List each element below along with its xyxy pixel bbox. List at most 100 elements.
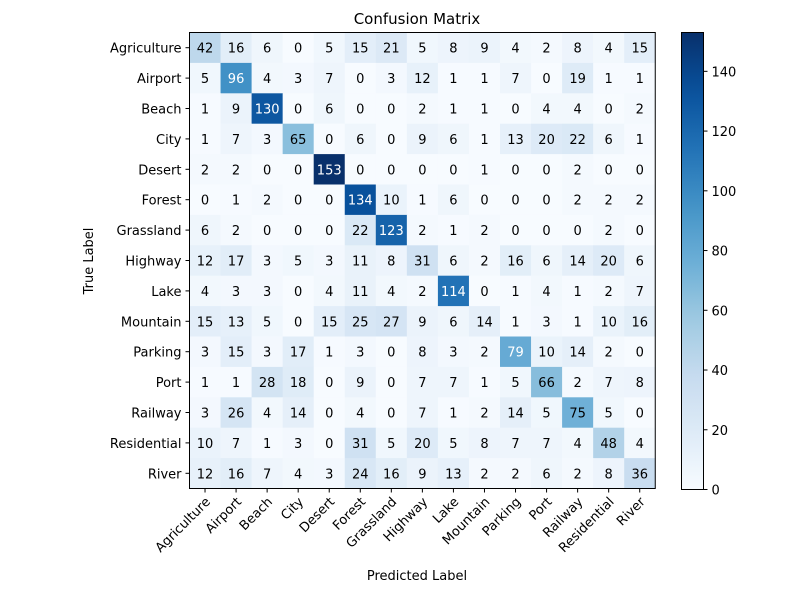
heatmap-cell xyxy=(282,306,315,337)
heatmap-cell xyxy=(437,245,470,277)
cell-value-label: 0 xyxy=(294,42,302,57)
heatmap-cell xyxy=(220,123,252,155)
heatmap-cell xyxy=(468,366,501,398)
colorbar-ticks: 0 20 40 60 80 100 120 140 xyxy=(703,65,737,499)
heatmap-cell xyxy=(437,154,470,185)
heatmap-cell xyxy=(313,458,346,489)
heatmap-cell xyxy=(593,366,625,398)
heatmap-cell xyxy=(313,397,346,429)
heatmap-cell xyxy=(344,93,377,125)
heatmap-cell xyxy=(406,154,439,185)
heatmap-cell xyxy=(220,154,252,185)
cell-value-label: 1 xyxy=(449,224,457,239)
cell-value-label: 15 xyxy=(352,42,369,57)
y-tick-label: Lake xyxy=(151,285,181,300)
cell-value-label: 1 xyxy=(573,315,581,330)
heatmap-cell xyxy=(220,275,252,307)
heatmap-cell xyxy=(406,397,439,429)
cell-value-label: 5 xyxy=(387,437,395,452)
cell-value-label: 1 xyxy=(449,103,457,118)
heatmap-cell xyxy=(468,458,501,489)
cell-value-label: 2 xyxy=(573,467,581,482)
cell-value-label: 0 xyxy=(356,163,364,178)
heatmap-cell xyxy=(189,93,221,125)
cell-value-label: 14 xyxy=(476,315,493,330)
cell-value-label: 10 xyxy=(197,437,214,452)
colorbar-tick-label: 60 xyxy=(712,304,729,319)
cell-value-label: 6 xyxy=(449,194,457,209)
cell-value-label: 0 xyxy=(325,437,333,452)
cell-value-label: 10 xyxy=(538,346,555,361)
heatmap-cell xyxy=(624,93,656,125)
heatmap-cell xyxy=(531,366,563,398)
cell-value-label: 7 xyxy=(605,376,613,391)
heatmap-cell-labels: 42 16 6 0 5 15 21 5 8 9 4 2 8 4 155 96 4 3 7 0 3 12 1 1 7 0 19 1 11 9… xyxy=(197,42,648,483)
colorbar-tick-label: 100 xyxy=(712,185,737,200)
y-tick-label: Railway xyxy=(131,407,182,422)
heatmap-cell xyxy=(593,154,625,185)
heatmap-cell xyxy=(344,214,377,246)
heatmap-cell xyxy=(437,32,470,64)
heatmap-cell xyxy=(437,397,470,429)
heatmap-cell xyxy=(531,32,563,64)
cell-value-label: 7 xyxy=(263,467,271,482)
cell-value-label: 4 xyxy=(573,437,581,452)
cell-value-label: 3 xyxy=(232,285,240,300)
heatmap-cell xyxy=(593,397,625,429)
cell-value-label: 0 xyxy=(325,194,333,209)
heatmap-cell xyxy=(282,32,315,64)
heatmap-cell xyxy=(406,336,439,368)
heatmap-cell xyxy=(189,123,221,155)
heatmap-cell xyxy=(220,214,252,246)
heatmap-cell xyxy=(624,184,656,216)
cell-value-label: 0 xyxy=(542,163,550,178)
cell-value-label: 0 xyxy=(542,72,550,87)
cell-value-label: 31 xyxy=(352,437,369,452)
cell-value-label: 66 xyxy=(538,376,555,391)
cell-value-label: 0 xyxy=(201,194,209,209)
cell-value-label: 22 xyxy=(569,133,586,148)
cell-value-label: 0 xyxy=(294,103,302,118)
heatmap-cell xyxy=(562,123,594,155)
cell-value-label: 2 xyxy=(232,224,240,239)
heatmap-cell xyxy=(406,184,439,216)
heatmap-cell xyxy=(531,62,563,94)
heatmap-cell xyxy=(406,458,439,489)
cell-value-label: 1 xyxy=(449,72,457,87)
heatmap-cell xyxy=(220,93,252,125)
heatmap-cell xyxy=(624,275,656,307)
cell-value-label: 0 xyxy=(356,103,364,118)
cell-value-label: 4 xyxy=(511,42,519,57)
cell-value-label: 1 xyxy=(201,103,209,118)
heatmap-cell xyxy=(189,154,221,185)
heatmap-cell xyxy=(344,32,377,64)
heatmap-cell xyxy=(189,306,221,337)
heatmap-cell xyxy=(531,336,563,368)
cell-value-label: 5 xyxy=(263,315,271,330)
cell-value-label: 21 xyxy=(383,42,400,57)
cell-value-label: 7 xyxy=(418,407,426,422)
cell-value-label: 7 xyxy=(636,285,644,300)
heatmap-cell xyxy=(375,245,408,277)
heatmap-cell xyxy=(189,214,221,246)
heatmap-cell xyxy=(500,336,532,368)
cell-value-label: 6 xyxy=(636,255,644,270)
heatmap-cell xyxy=(562,397,594,429)
cell-value-label: 16 xyxy=(631,315,648,330)
heatmap-cell xyxy=(251,458,284,489)
cell-value-label: 7 xyxy=(325,72,333,87)
cell-value-label: 6 xyxy=(605,133,613,148)
heatmap-cell xyxy=(531,458,563,489)
cell-value-label: 4 xyxy=(263,407,271,422)
heatmap-cell xyxy=(500,366,532,398)
y-tick-label: River xyxy=(148,467,182,482)
cell-value-label: 1 xyxy=(511,285,519,300)
heatmap-cell xyxy=(406,93,439,125)
heatmap-cell xyxy=(437,275,470,307)
cell-value-label: 75 xyxy=(569,407,586,422)
cell-value-label: 2 xyxy=(480,407,488,422)
cell-value-label: 0 xyxy=(294,224,302,239)
heatmap-cell xyxy=(406,275,439,307)
heatmap-cell xyxy=(220,458,252,489)
